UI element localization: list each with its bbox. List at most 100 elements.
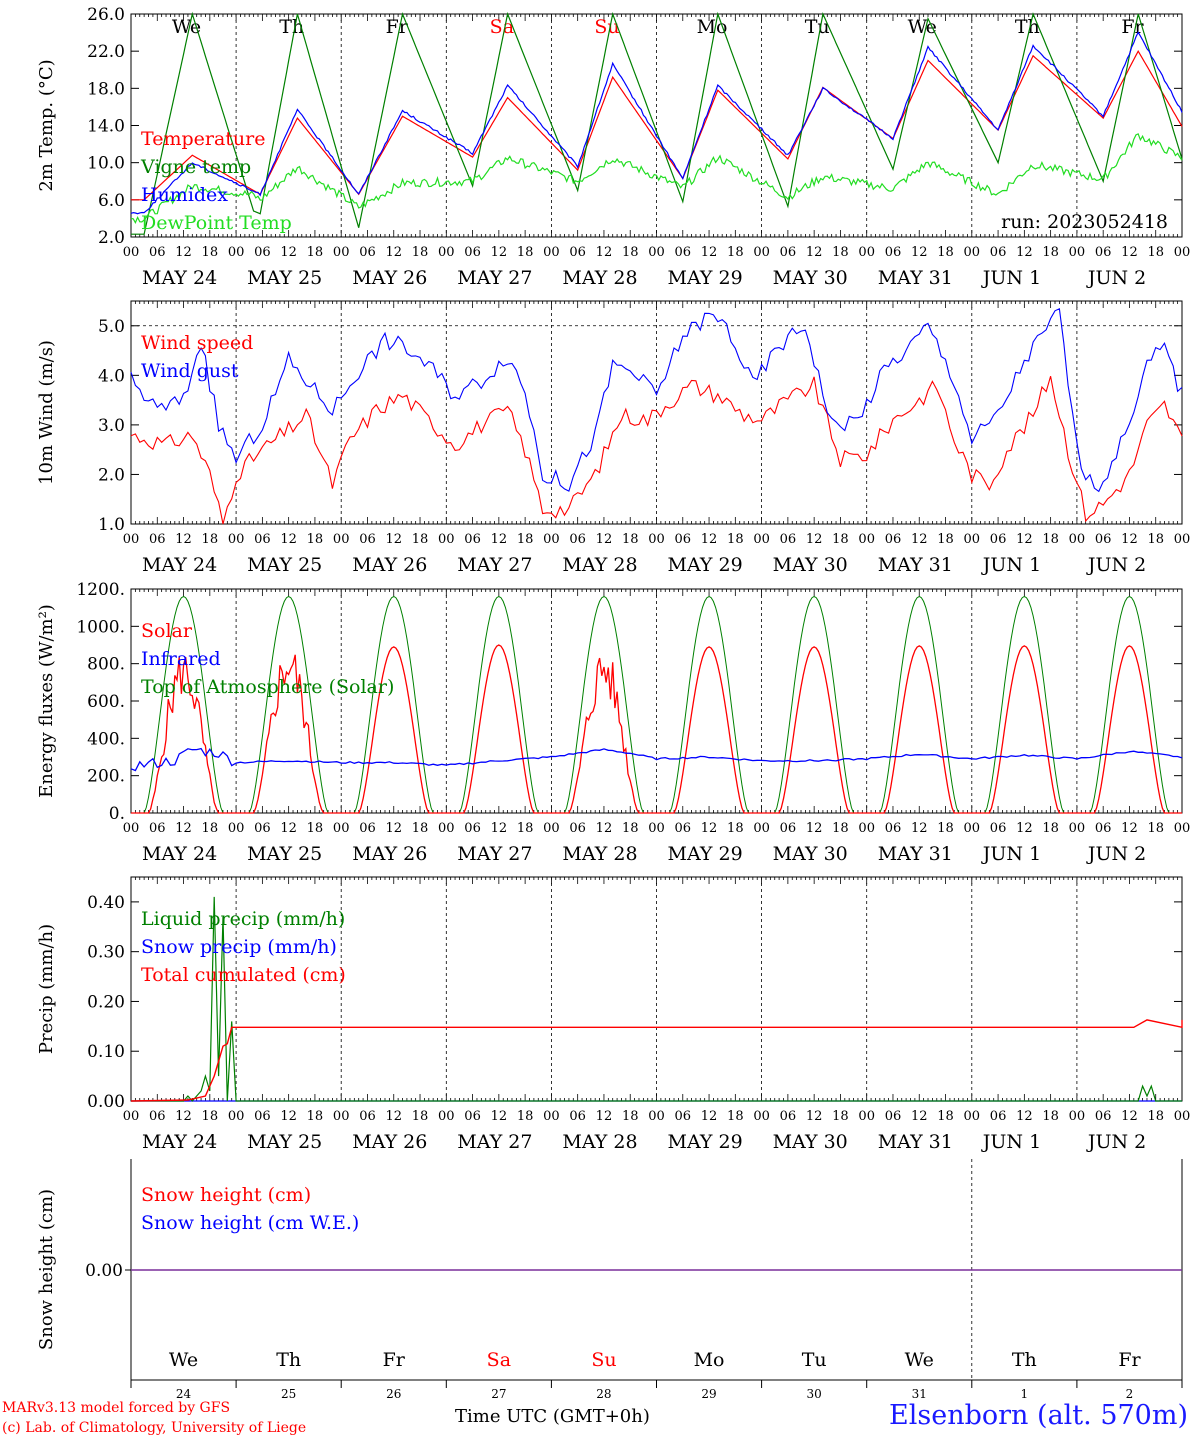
hour-tick-label: 00 — [753, 532, 770, 547]
y-tick-label: 2.0 — [98, 228, 125, 248]
hour-tick-label: 00 — [543, 1109, 560, 1124]
time-axis-label: Time UTC (GMT+0h) — [455, 1406, 650, 1427]
hour-tick-label: 00 — [228, 821, 245, 836]
hour-tick-label: 00 — [964, 821, 981, 836]
hour-tick-label: 00 — [1069, 532, 1086, 547]
legend-temperature: Temperature — [141, 128, 265, 150]
y-tick-label: 18.0 — [87, 79, 125, 99]
y-tick-label: 1.0 — [98, 515, 125, 535]
hour-tick-label: 12 — [1121, 821, 1138, 836]
hour-tick-label: 06 — [359, 1109, 376, 1124]
date-label: MAY 31 — [878, 554, 953, 576]
legend-liquid-precip-mm-h-: Liquid precip (mm/h) — [141, 908, 345, 930]
date-label: MAY 27 — [457, 1131, 532, 1153]
hour-tick-label: 18 — [412, 245, 429, 260]
day-number-label: 24 — [176, 1387, 192, 1401]
hour-tick-label: 18 — [202, 821, 219, 836]
hour-tick-label: 00 — [228, 1109, 245, 1124]
date-label: MAY 31 — [878, 843, 953, 865]
date-label: MAY 25 — [247, 554, 322, 576]
weekday-label: Tu — [802, 1349, 827, 1371]
date-label: JUN 2 — [1086, 843, 1146, 865]
weekday-label: Mo — [694, 1349, 725, 1371]
day-number-label: 30 — [807, 1387, 822, 1401]
hour-tick-label: 12 — [280, 532, 297, 547]
legend-solar: Solar — [141, 620, 193, 642]
hour-tick-label: 06 — [359, 245, 376, 260]
hour-tick-label: 06 — [149, 821, 166, 836]
hour-tick-label: 00 — [858, 1109, 875, 1124]
y-axis-label: 10m Wind (m/s) — [36, 340, 57, 485]
hour-tick-label: 18 — [832, 821, 849, 836]
hour-tick-label: 18 — [517, 1109, 534, 1124]
y-tick-label: 600. — [87, 692, 125, 712]
legend-vigne-temp: Vigne temp — [140, 156, 251, 178]
weekday-label: Th — [1012, 1349, 1037, 1371]
hour-tick-label: 18 — [412, 532, 429, 547]
hour-tick-label: 00 — [648, 245, 665, 260]
hour-tick-label: 12 — [911, 821, 928, 836]
weekday-label: Th — [276, 1349, 301, 1371]
weekday-label: We — [172, 16, 201, 38]
date-label: MAY 26 — [352, 1131, 427, 1153]
hour-tick-label: 06 — [359, 821, 376, 836]
hour-tick-label: 12 — [280, 821, 297, 836]
hour-tick-label: 12 — [1016, 245, 1033, 260]
hour-tick-label: 12 — [911, 1109, 928, 1124]
date-label: MAY 30 — [773, 554, 848, 576]
hour-tick-label: 12 — [701, 1109, 718, 1124]
hour-tick-label: 06 — [885, 1109, 902, 1124]
date-label: MAY 30 — [773, 843, 848, 865]
series-wind-gust — [130, 307, 1183, 493]
day-number-label: 28 — [596, 1387, 611, 1401]
panel-frame — [130, 588, 1183, 814]
legend-snow-height-cm-w-e-: Snow height (cm W.E.) — [141, 1212, 359, 1234]
hour-tick-label: 18 — [832, 245, 849, 260]
y-tick-label: 4.0 — [98, 366, 125, 386]
date-label: MAY 28 — [562, 843, 637, 865]
day-number-label: 26 — [386, 1387, 401, 1401]
hour-tick-label: 18 — [517, 245, 534, 260]
y-tick-label: 26.0 — [87, 5, 125, 25]
hour-tick-label: 12 — [806, 821, 823, 836]
hour-tick-label: 12 — [385, 245, 402, 260]
hour-tick-label: 00 — [228, 532, 245, 547]
hour-tick-label: 00 — [543, 532, 560, 547]
hour-tick-label: 18 — [517, 821, 534, 836]
hour-tick-label: 06 — [464, 1109, 481, 1124]
hour-tick-label: 18 — [832, 532, 849, 547]
legend-wind-gust: Wind gust — [141, 360, 239, 382]
panel-frame — [130, 300, 1183, 525]
date-label: MAY 30 — [773, 1131, 848, 1153]
hour-tick-label: 18 — [937, 245, 954, 260]
hour-tick-label: 18 — [412, 1109, 429, 1124]
hour-tick-label: 06 — [780, 245, 797, 260]
y-tick-label: 0.00 — [85, 1261, 123, 1281]
run-label: run: 2023052418 — [1001, 211, 1168, 233]
weekday-label: Th — [1015, 16, 1040, 38]
hour-tick-label: 06 — [675, 245, 692, 260]
series-humidex — [130, 31, 1183, 215]
day-number-label: 29 — [701, 1387, 716, 1401]
hour-tick-label: 12 — [491, 1109, 508, 1124]
hour-tick-label: 12 — [280, 1109, 297, 1124]
hour-tick-label: 12 — [596, 821, 613, 836]
hour-tick-label: 06 — [990, 245, 1007, 260]
hour-tick-label: 06 — [990, 1109, 1007, 1124]
series-total-cumulated — [130, 1019, 1183, 1102]
y-tick-label: 200. — [87, 767, 125, 787]
hour-tick-label: 06 — [569, 532, 586, 547]
hour-tick-label: 18 — [1147, 1109, 1164, 1124]
series-wind-speed — [130, 376, 1183, 525]
hour-tick-label: 00 — [964, 532, 981, 547]
day-number-label: 25 — [281, 1387, 296, 1401]
hour-tick-label: 06 — [359, 532, 376, 547]
hour-tick-label: 18 — [937, 1109, 954, 1124]
hour-tick-label: 00 — [753, 1109, 770, 1124]
hour-tick-label: 18 — [727, 532, 744, 547]
hour-tick-label: 00 — [1174, 821, 1191, 836]
hour-tick-label: 12 — [175, 245, 192, 260]
day-number-label: 1 — [1021, 1387, 1029, 1401]
date-label: MAY 31 — [878, 267, 953, 289]
date-label: JUN 2 — [1086, 1131, 1146, 1153]
